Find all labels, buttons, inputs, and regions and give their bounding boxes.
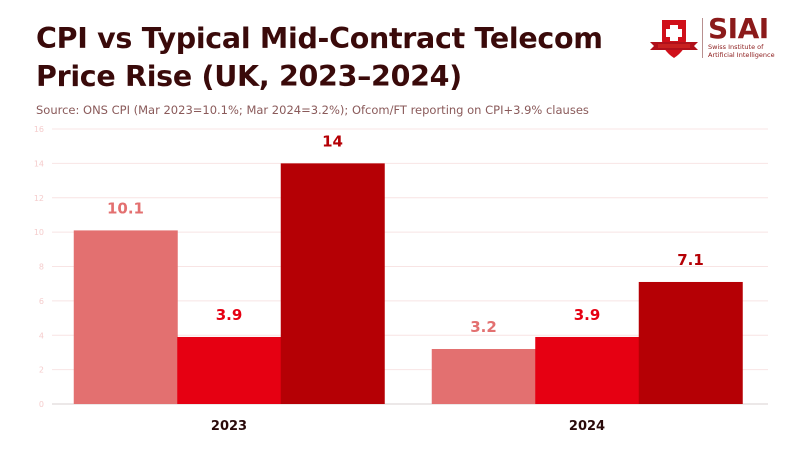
value-label: 3.2 [470, 318, 497, 336]
value-label: 3.9 [574, 306, 601, 324]
y-tick-label: 16 [34, 125, 44, 134]
value-labels: 10.1 3.9 14 3.2 3.9 7.1 [107, 132, 704, 336]
bar-2023-series-2 [280, 163, 385, 404]
y-tick-label: 10 [34, 228, 44, 237]
x-tick-label: 2023 [211, 419, 247, 434]
y-tick-label: 8 [39, 263, 44, 272]
bar-2023-series-0 [73, 230, 178, 404]
value-label: 14 [322, 132, 343, 150]
y-tick-label: 2 [39, 366, 44, 375]
bar-2024-series-1 [535, 336, 640, 404]
swiss-cross-shield-icon [650, 20, 698, 58]
value-label: 10.1 [107, 199, 144, 217]
logo-subtitle-line2: Artificial Intelligence [708, 50, 775, 59]
y-tick-label: 0 [39, 400, 44, 409]
y-tick-label: 4 [39, 331, 44, 340]
logo-divider [702, 18, 703, 58]
x-axis-labels: 2023 2024 [211, 419, 605, 434]
value-label: 7.1 [677, 251, 704, 269]
y-tick-label: 12 [34, 194, 44, 203]
bar-2024-series-2 [638, 281, 743, 404]
bar-2023-series-1 [177, 336, 282, 404]
value-label: 3.9 [216, 306, 243, 324]
y-axis-ticks: 0 2 4 6 8 10 12 14 16 [34, 125, 44, 409]
bar-2024-series-0 [431, 349, 536, 404]
logo-subtitle-line1: Swiss Institute of [708, 43, 764, 51]
y-tick-label: 6 [39, 297, 44, 306]
siai-logo: SIAI Swiss Institute of Artificial Intel… [648, 12, 775, 62]
logo-name: SIAI [708, 12, 769, 45]
logo-subtitle: Swiss Institute of Artificial Intelligen… [708, 43, 775, 59]
y-tick-label: 14 [34, 159, 44, 168]
chart-subtitle: Source: ONS CPI (Mar 2023=10.1%; Mar 202… [36, 103, 589, 117]
chart-title: CPI vs Typical Mid-Contract Telecom Pric… [36, 22, 603, 93]
bars [73, 163, 743, 404]
x-tick-label: 2024 [569, 419, 605, 434]
